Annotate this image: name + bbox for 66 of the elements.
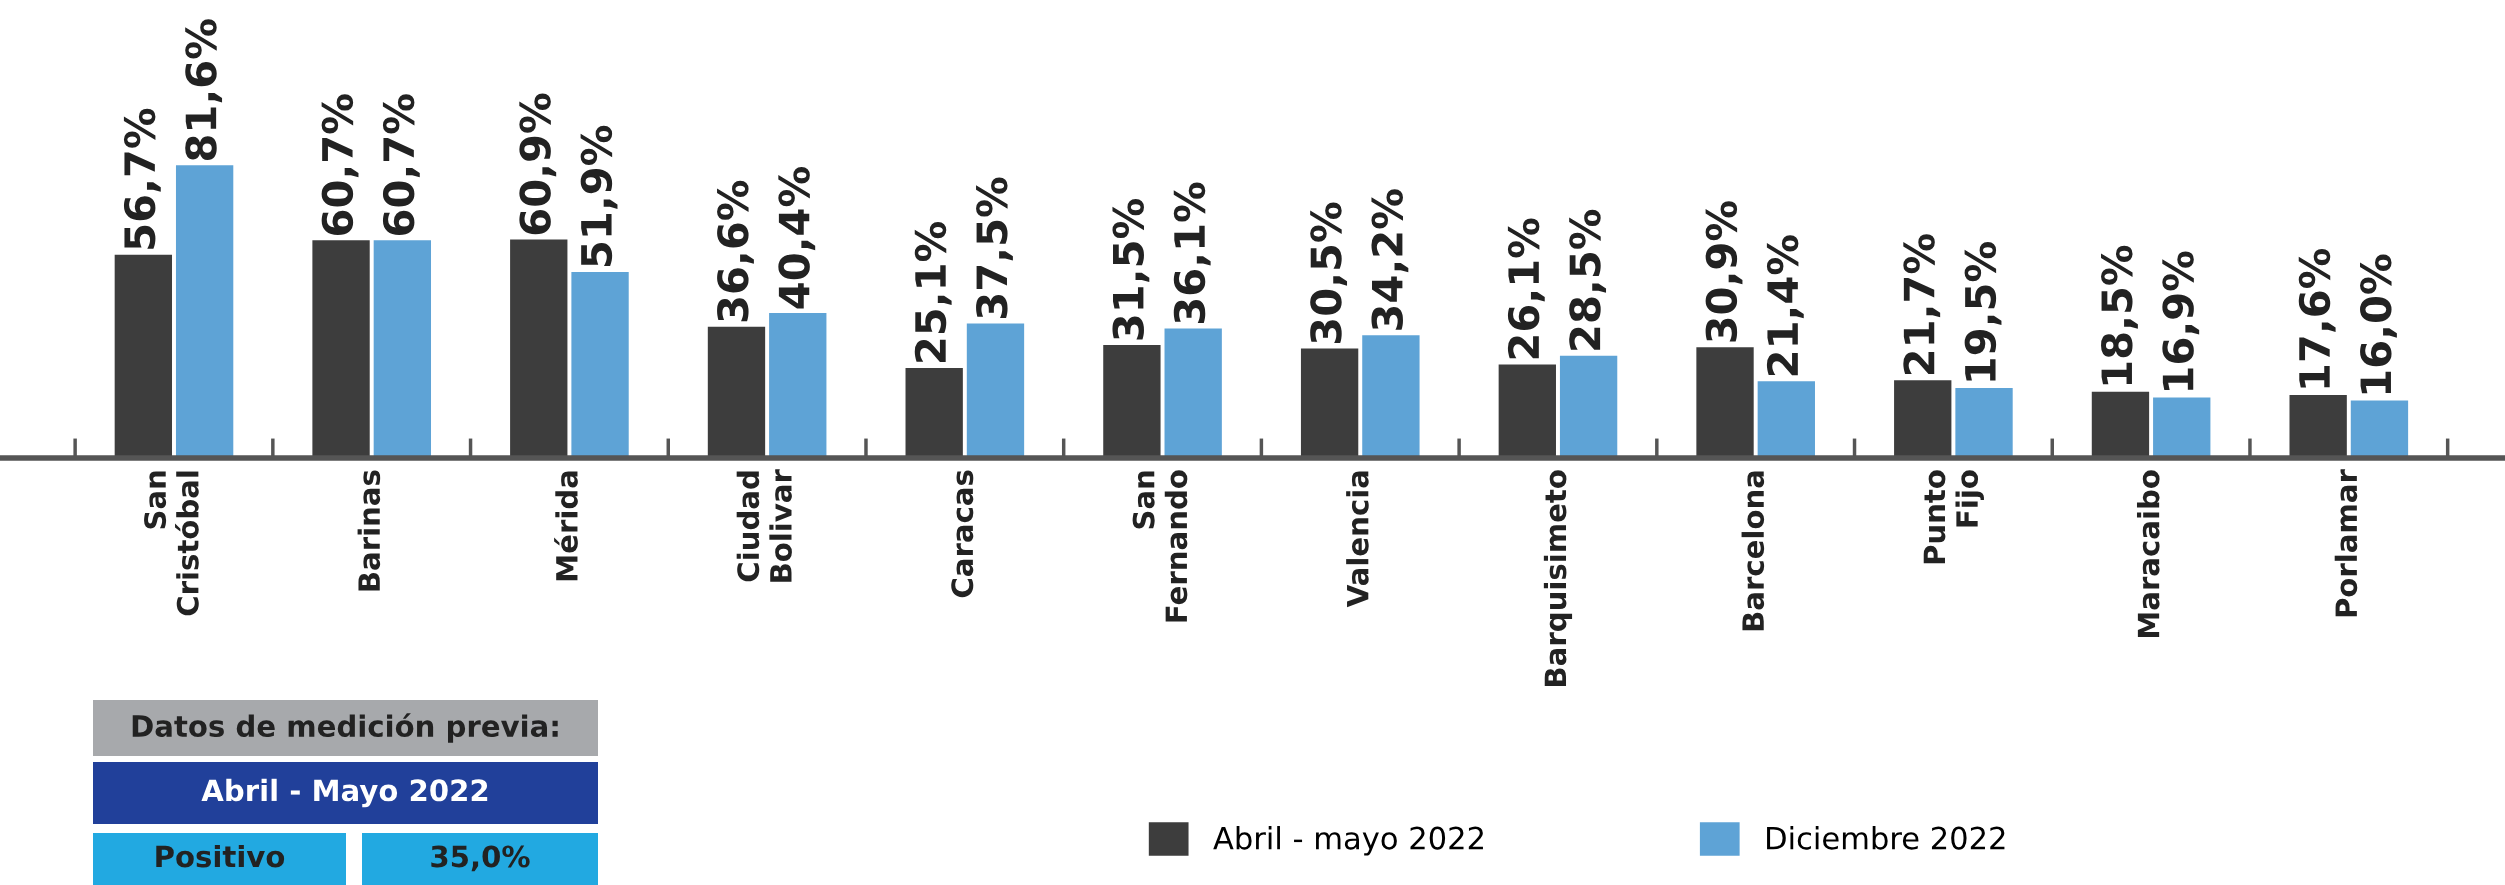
bar — [1559, 355, 1618, 458]
x-tick-label: Valencia — [1346, 471, 1369, 608]
bar — [905, 367, 963, 458]
bar — [769, 313, 827, 458]
bar — [1103, 345, 1161, 458]
bar — [1498, 364, 1556, 458]
bar — [1300, 348, 1359, 458]
bar — [2153, 397, 2211, 458]
bar — [571, 271, 629, 458]
data-label: 28,5% — [1569, 209, 1607, 350]
x-tick-label: Caracas — [951, 470, 974, 598]
bar — [707, 326, 766, 458]
data-label: 36,6% — [717, 180, 754, 322]
data-label: 26,1% — [1507, 218, 1545, 359]
text: Positivo — [156, 844, 285, 868]
bar — [114, 254, 173, 458]
data-label: 40,4% — [778, 167, 816, 309]
data-label: 81,6% — [185, 19, 223, 161]
text: Datos de medición previa: — [132, 713, 558, 743]
bar — [510, 239, 568, 458]
x-tick-label: Barinas — [357, 470, 381, 591]
bar — [175, 165, 234, 458]
data-label: 25,1% — [914, 221, 952, 362]
data-label: 60,7% — [382, 94, 420, 235]
x-tick-label: Porlamar — [2334, 469, 2358, 617]
x-tick-label: Mérida — [554, 471, 578, 581]
data-label: 18,5% — [2101, 245, 2138, 385]
bar — [1955, 388, 2013, 458]
text: Abril - Mayo 2022 — [201, 778, 488, 808]
x-tick-label: San Cristóbal — [144, 471, 199, 616]
data-label: 36,1% — [1173, 182, 1211, 323]
data-label: 19,5% — [1964, 242, 2002, 381]
legend-label: Abril - mayo 2022 — [1213, 826, 1483, 856]
data-label: 21,4% — [1766, 235, 1804, 376]
bar — [1164, 328, 1222, 458]
bar — [2350, 400, 2409, 458]
text: 35,0% — [431, 845, 530, 872]
bar — [2289, 394, 2347, 458]
data-label: 56,7% — [123, 108, 161, 249]
data-label: 60,9% — [519, 93, 557, 235]
data-label: 31,5% — [1112, 199, 1150, 340]
x-tick-label: Ciudad Bolivar — [736, 469, 792, 582]
data-label: 30,9% — [1705, 201, 1743, 342]
bar — [1757, 381, 1815, 458]
data-label: 17,6% — [2298, 248, 2336, 388]
data-label: 21,7% — [1903, 234, 1941, 375]
x-tick-label: Maracaibo — [2136, 470, 2160, 638]
x-tick-label: Punto Fijo — [1923, 470, 1984, 564]
bar — [1362, 335, 1420, 458]
bar — [1894, 380, 1952, 458]
bar — [312, 240, 370, 458]
data-label: 16,0% — [2360, 254, 2397, 394]
x-tick-label: Barcelona — [1741, 471, 1765, 631]
data-label: 16,9% — [2162, 251, 2200, 390]
bar — [2091, 391, 2150, 458]
data-label: 60,7% — [321, 94, 359, 235]
x-tick-label: Barquisimeto — [1543, 470, 1573, 686]
data-label: 37,5% — [976, 177, 1013, 318]
legend-label: Diciembre 2022 — [1767, 826, 2005, 850]
data-label: 51,9% — [580, 125, 618, 266]
bar — [966, 323, 1025, 458]
bar — [1696, 347, 1754, 458]
x-tick-label: San Fernando — [1132, 470, 1188, 622]
data-label: 34,2% — [1371, 189, 1409, 330]
data-label: 30,5% — [1310, 202, 1348, 344]
bar — [373, 240, 432, 458]
